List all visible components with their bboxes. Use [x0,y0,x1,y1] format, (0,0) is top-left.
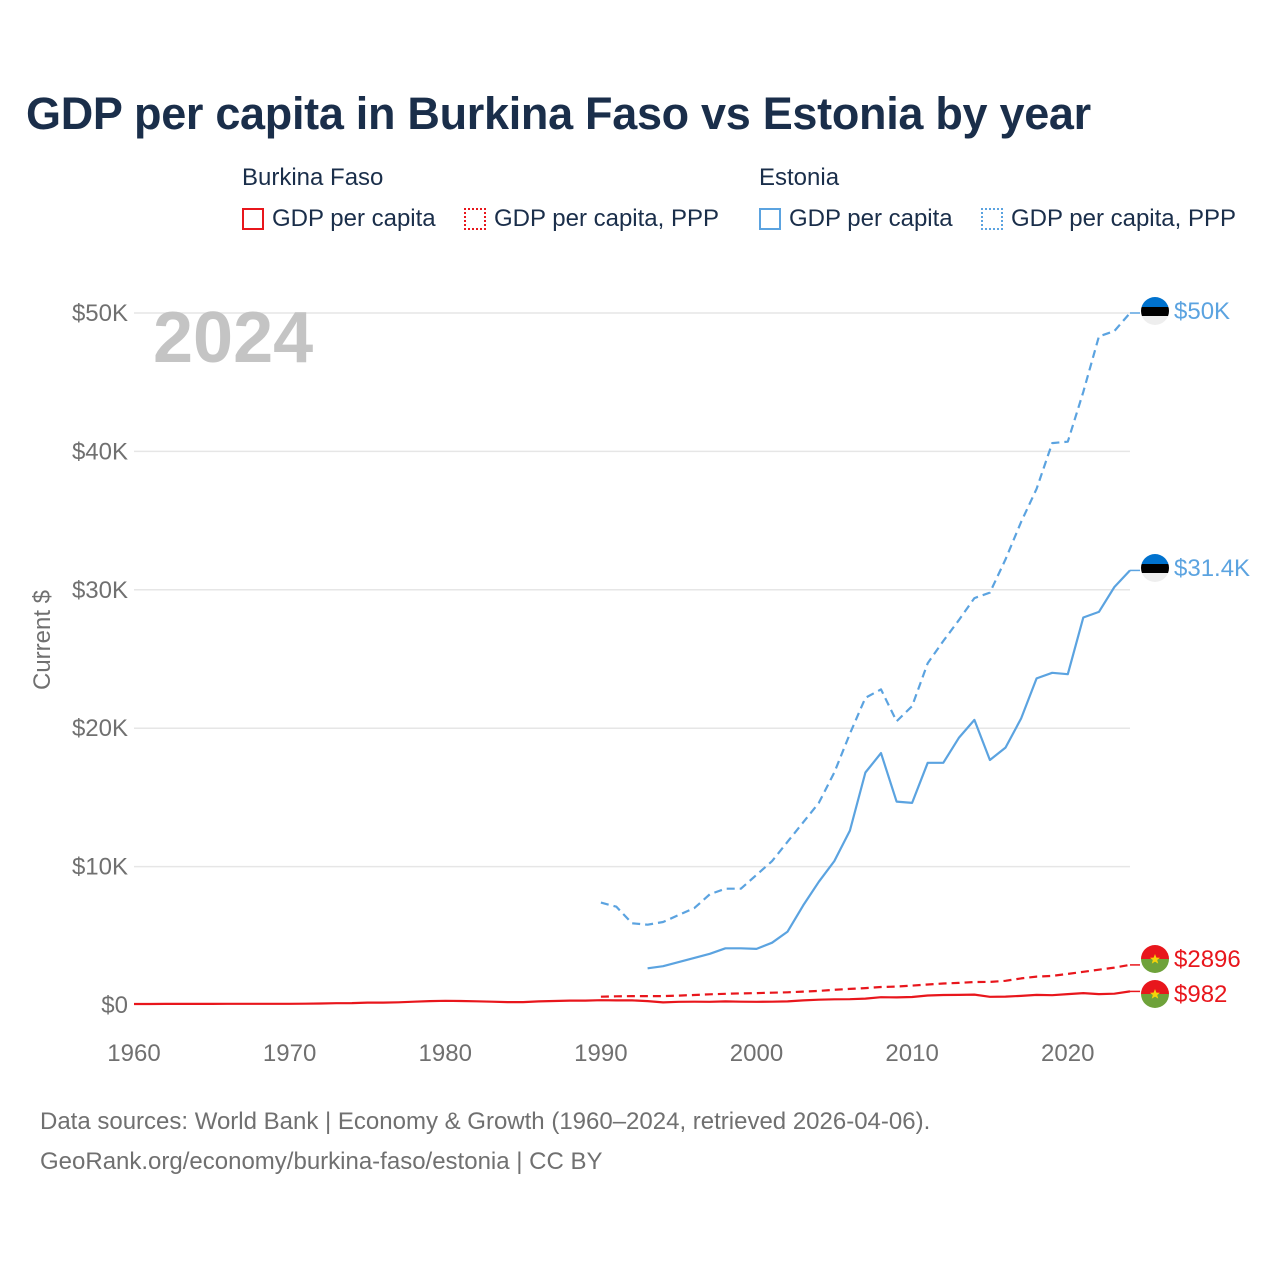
legend-swatch-solid-red [242,208,264,230]
x-tick-label: 1970 [263,1040,316,1067]
end-label-estonia-gdp-ppp: $50K [1174,298,1230,325]
burkina-faso-flag-icon [1141,945,1169,973]
burkina-faso-flag-icon [1141,980,1169,1008]
year-watermark: 2024 [153,298,313,378]
y-tick-label: $10K [72,854,128,881]
legend-group-burkina-faso: Burkina Faso [242,164,384,191]
x-tick-label: 1960 [107,1040,160,1067]
x-tick-label: 1990 [574,1040,627,1067]
legend-item-burkina-gdp[interactable]: GDP per capita [242,204,436,234]
legend-label: GDP per capita, PPP [1011,205,1236,232]
estonia-flag-icon [1141,554,1169,582]
legend-label: GDP per capita [272,205,436,232]
chart-title: GDP per capita in Burkina Faso vs Estoni… [26,88,1091,139]
y-tick-label: $40K [72,438,128,465]
x-tick-label: 1980 [419,1040,472,1067]
legend-swatch-dotted-red [464,208,486,230]
legend-swatch-dotted-blue [981,208,1003,230]
legend-group-estonia: Estonia [759,164,840,191]
end-label-estonia-gdp: $31.4K [1174,555,1250,582]
y-axis-label: Current $ [29,590,56,690]
end-label-burkina-gdp: $982 [1174,981,1227,1008]
estonia-flag-icon [1141,297,1169,325]
y-tick-label: $50K [72,300,128,327]
x-tick-label: 2020 [1041,1040,1094,1067]
y-tick-label: $30K [72,577,128,604]
legend-item-estonia-gdp[interactable]: GDP per capita [759,204,953,234]
series-line-estonia-gdp-per-capita [647,569,1131,970]
series-line-burkina-faso-gdp-per-capita-ppp [600,963,1131,998]
x-tick-label: 2010 [885,1040,938,1067]
series-line-estonia-gdp-per-capita-ppp [600,312,1131,926]
legend-item-estonia-gdp-ppp[interactable]: GDP per capita, PPP [981,204,1236,234]
footer-sources: Data sources: World Bank | Economy & Gro… [40,1108,931,1135]
legend-label: GDP per capita, PPP [494,205,719,232]
y-tick-label: $0 [101,992,128,1019]
legend-swatch-solid-blue [759,208,781,230]
series-line-burkina-faso-gdp-per-capita [134,990,1131,1006]
footer-attribution[interactable]: GeoRank.org/economy/burkina-faso/estonia… [40,1148,603,1175]
end-label-burkina-gdp-ppp: $2896 [1174,946,1241,973]
y-tick-label: $20K [72,715,128,742]
x-tick-label: 2000 [730,1040,783,1067]
legend-label: GDP per capita [789,205,953,232]
legend-item-burkina-gdp-ppp[interactable]: GDP per capita, PPP [464,204,719,234]
